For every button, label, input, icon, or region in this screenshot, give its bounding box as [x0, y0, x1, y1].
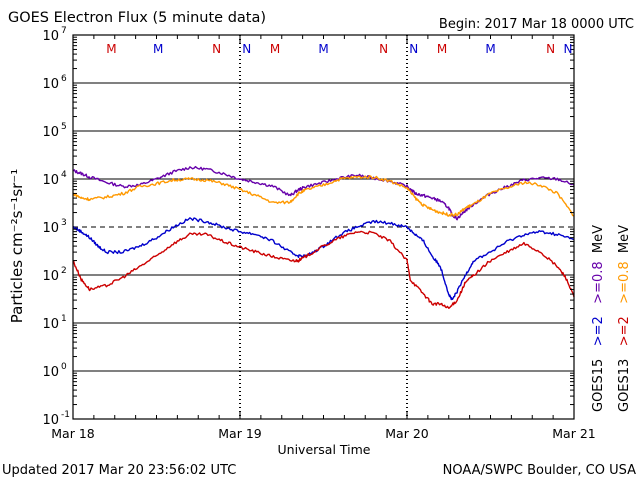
- day-marker: N: [564, 42, 573, 56]
- grid-layer: [73, 35, 574, 419]
- y-tick-label: 10: [42, 173, 59, 188]
- y-tick-exponent: 1: [61, 314, 67, 324]
- frame-layer: [72, 34, 575, 420]
- day-marker: M: [270, 42, 280, 56]
- y-tick-exponent: 2: [61, 266, 67, 276]
- y-tick-exponent: -1: [61, 410, 70, 420]
- day-marker: M: [318, 42, 328, 56]
- day-marker: N: [212, 42, 221, 56]
- updated-timestamp: Updated 2017 Mar 20 23:56:02 UTC: [2, 463, 236, 478]
- series-line: [72, 165, 575, 221]
- begin-time: Begin: 2017 Mar 18 0000 UTC: [439, 17, 634, 32]
- x-axis-label: Universal Time: [278, 442, 371, 457]
- y-tick-label: 10: [42, 77, 59, 92]
- day-marker: N: [379, 42, 388, 56]
- chart-title: GOES Electron Flux (5 minute data): [8, 10, 266, 26]
- x-tick-label: Mar 20: [385, 426, 429, 441]
- y-tick-label: 10: [42, 413, 59, 428]
- y-tick-exponent: 5: [61, 122, 67, 132]
- series-line: [72, 174, 575, 217]
- day-marker: N: [242, 42, 251, 56]
- series-line: [72, 217, 575, 301]
- y-axis-label: Particles cm⁻²s⁻¹sr⁻¹: [8, 169, 26, 323]
- credit-text: NOAA/SWPC Boulder, CO USA: [443, 463, 636, 478]
- day-marker: M: [106, 42, 116, 56]
- y-tick-exponent: 0: [61, 362, 67, 372]
- legend-entry: GOES13 >=2 >=0.8 MeV: [617, 225, 632, 412]
- day-marker: N: [409, 42, 418, 56]
- day-marker: M: [485, 42, 495, 56]
- y-tick-exponent: 6: [61, 74, 67, 84]
- y-tick-label: 10: [42, 269, 59, 284]
- legend: GOES15 >=2 >=0.8 MeV GOES13 >=2 >=0.8 MeV: [591, 225, 632, 412]
- day-marker: M: [153, 42, 163, 56]
- y-tick-label: 10: [42, 29, 59, 44]
- series-line: [72, 230, 575, 309]
- y-tick-label: 10: [42, 125, 59, 140]
- y-tick-exponent: 4: [61, 170, 67, 180]
- y-tick-label: 10: [42, 365, 59, 380]
- x-tick-label: Mar 21: [552, 426, 595, 441]
- day-marker: M: [437, 42, 447, 56]
- y-tick-exponent: 7: [61, 26, 67, 36]
- y-tick-label: 10: [42, 317, 59, 332]
- x-tick-label: Mar 19: [218, 426, 262, 441]
- legend-entry: GOES15 >=2 >=0.8 MeV: [591, 225, 606, 412]
- y-tick-label: 10: [42, 221, 59, 236]
- y-tick-exponent: 3: [61, 218, 67, 228]
- x-tick-label: Mar 18: [51, 426, 95, 441]
- series-layer: [72, 165, 575, 309]
- day-marker: N: [546, 42, 555, 56]
